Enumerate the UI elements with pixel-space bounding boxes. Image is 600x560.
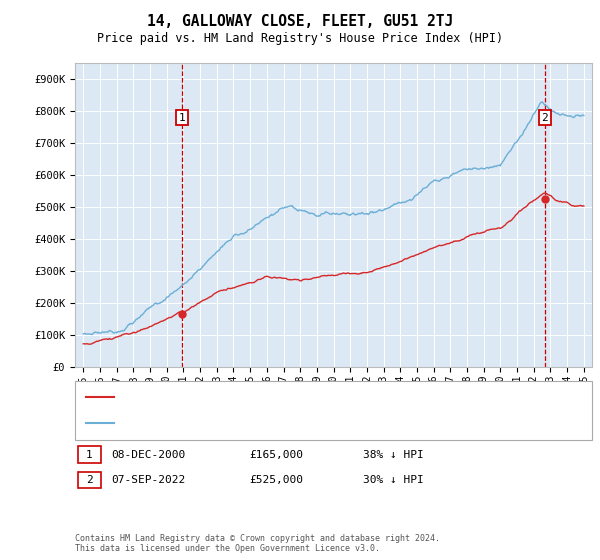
Text: HPI: Average price, detached house, Hart: HPI: Average price, detached house, Hart xyxy=(120,418,370,428)
Text: 14, GALLOWAY CLOSE, FLEET, GU51 2TJ: 14, GALLOWAY CLOSE, FLEET, GU51 2TJ xyxy=(147,14,453,29)
Text: Contains HM Land Registry data © Crown copyright and database right 2024.
This d: Contains HM Land Registry data © Crown c… xyxy=(75,534,440,553)
Text: 2: 2 xyxy=(86,475,93,485)
Text: 1: 1 xyxy=(86,450,93,460)
Text: 2: 2 xyxy=(542,113,548,123)
Text: 30% ↓ HPI: 30% ↓ HPI xyxy=(363,475,424,485)
Text: Price paid vs. HM Land Registry's House Price Index (HPI): Price paid vs. HM Land Registry's House … xyxy=(97,32,503,45)
Text: 38% ↓ HPI: 38% ↓ HPI xyxy=(363,450,424,460)
Text: £165,000: £165,000 xyxy=(249,450,303,460)
Text: 07-SEP-2022: 07-SEP-2022 xyxy=(111,475,185,485)
Text: £525,000: £525,000 xyxy=(249,475,303,485)
Text: 08-DEC-2000: 08-DEC-2000 xyxy=(111,450,185,460)
Text: 1: 1 xyxy=(179,113,185,123)
Text: 14, GALLOWAY CLOSE, FLEET, GU51 2TJ (detached house): 14, GALLOWAY CLOSE, FLEET, GU51 2TJ (det… xyxy=(120,392,445,402)
